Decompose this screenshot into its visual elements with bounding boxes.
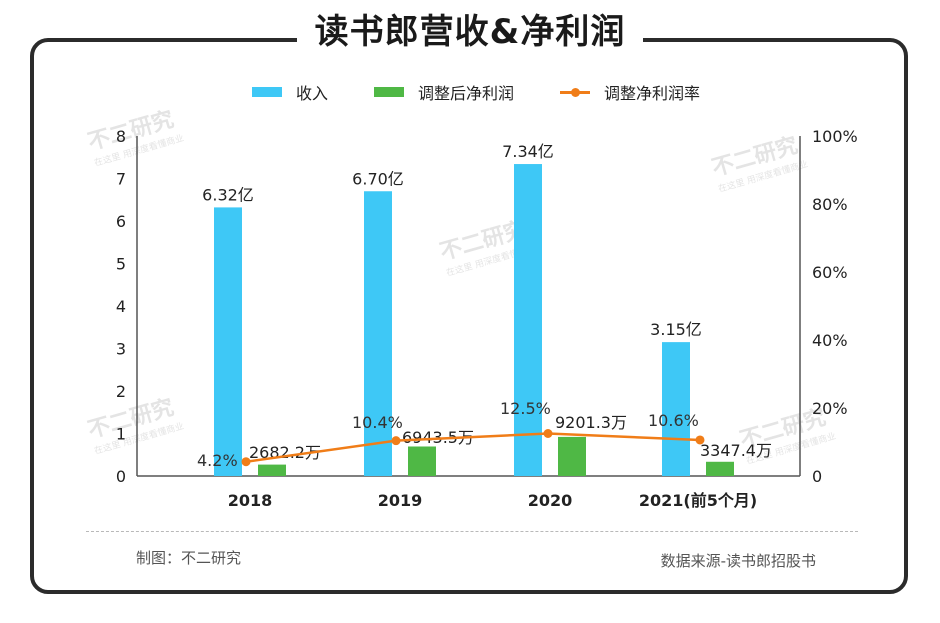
y-left-tick-label: 1 <box>116 425 126 444</box>
legend-item-profit: 调整后净利润 <box>374 80 514 104</box>
y-right-tick-label: 100% <box>812 127 858 146</box>
x-tick-label: 2021(前5个月) <box>639 491 757 510</box>
x-tick-label: 2019 <box>378 491 423 510</box>
legend: 收入 调整后净利润 调整净利润率 <box>252 80 746 104</box>
y-right-tick-label: 20% <box>812 399 848 418</box>
x-tick-label: 2020 <box>528 491 573 510</box>
y-left-tick-label: 8 <box>116 127 126 146</box>
marker-margin <box>695 435 705 445</box>
y-right-tick-label: 80% <box>812 195 848 214</box>
bar-revenue <box>364 191 392 476</box>
legend-swatch-profit <box>374 87 405 97</box>
y-left-tick-label: 2 <box>116 382 126 401</box>
marker-margin <box>543 429 553 438</box>
bar-revenue <box>214 207 242 476</box>
y-left-tick-label: 6 <box>116 212 126 231</box>
data-label-revenue: 6.70亿 <box>352 169 404 188</box>
bar-revenue <box>514 164 542 477</box>
data-label-margin: 4.2% <box>197 451 238 470</box>
legend-label-profit: 调整后净利润 <box>418 84 515 103</box>
x-tick-label: 2018 <box>228 491 273 510</box>
y-left-tick-label: 3 <box>116 340 126 359</box>
data-label-revenue: 6.32亿 <box>202 185 254 204</box>
footer-credit: 制图：不二研究 <box>136 549 242 567</box>
bar-profit <box>706 461 734 476</box>
marker-margin <box>391 436 401 446</box>
data-label-margin: 12.5% <box>500 399 551 418</box>
legend-swatch-revenue <box>252 87 282 97</box>
legend-swatch-margin <box>560 87 591 97</box>
y-right-tick-label: 60% <box>812 263 848 282</box>
data-label-profit: 2682.2万 <box>249 443 321 462</box>
legend-item-margin: 调整净利润率 <box>560 80 700 104</box>
y-right-tick-label: 0 <box>812 467 822 486</box>
y-left-tick-label: 7 <box>116 170 126 189</box>
marker-margin <box>241 457 251 467</box>
data-label-margin: 10.6% <box>648 411 699 430</box>
y-left-tick-label: 5 <box>116 255 126 274</box>
data-label-profit: 3347.4万 <box>700 441 772 460</box>
legend-marker-margin <box>571 87 581 97</box>
footer-divider <box>86 531 858 532</box>
legend-label-revenue: 收入 <box>296 84 329 103</box>
bar-profit <box>558 436 586 476</box>
line-margin <box>245 432 701 463</box>
data-label-revenue: 3.15亿 <box>650 320 702 339</box>
bar-profit <box>258 464 286 476</box>
y-left-tick-label: 4 <box>116 297 126 316</box>
bar-profit <box>408 446 436 476</box>
y-left-tick-label: 0 <box>116 467 126 486</box>
bar-revenue <box>662 342 690 476</box>
footer-source: 数据来源-读书郎招股书 <box>660 552 816 570</box>
legend-label-margin: 调整净利润率 <box>604 84 701 103</box>
title-wrap: 读书郎营收&净利润 <box>0 8 940 56</box>
data-label-profit: 9201.3万 <box>555 413 627 432</box>
data-label-margin: 10.4% <box>352 413 403 432</box>
data-label-revenue: 7.34亿 <box>502 142 554 161</box>
y-right-tick-label: 40% <box>812 331 848 350</box>
legend-item-revenue: 收入 <box>252 80 328 104</box>
chart-title: 读书郎营收&净利润 <box>296 8 644 56</box>
